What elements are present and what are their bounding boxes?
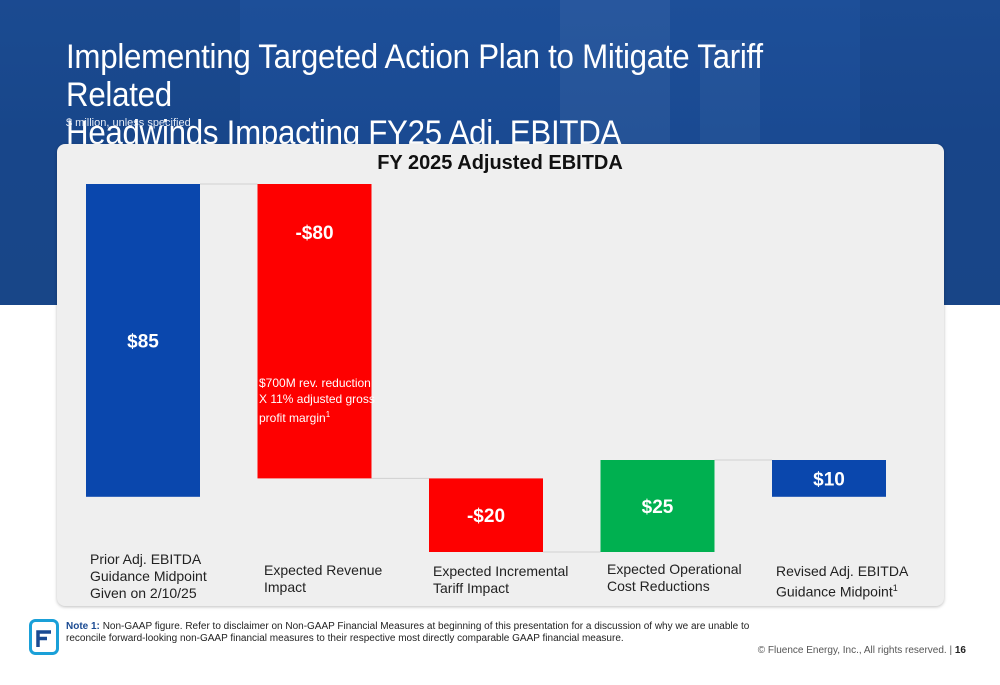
- page-title: Implementing Targeted Action Plan to Mit…: [66, 38, 876, 152]
- category-label-revenue-impact: Expected Revenue Impact: [264, 562, 382, 596]
- category-label-tariff-impact: Expected Incremental Tariff Impact: [433, 563, 568, 597]
- category-label-line: Guidance Midpoint1: [776, 580, 908, 601]
- category-label-line: Guidance Midpoint: [90, 568, 207, 584]
- chart-panel: [57, 144, 944, 606]
- annotation-superscript: 1: [325, 410, 331, 419]
- revenue-impact-annotation: $700M rev. reduction X 11% adjusted gros…: [259, 375, 375, 426]
- category-label-line: Tariff Impact: [433, 580, 509, 596]
- category-label-prior-guidance: Prior Adj. EBITDA Guidance Midpoint Give…: [90, 551, 207, 602]
- category-label-line: Expected Operational: [607, 561, 742, 577]
- category-label-text: Guidance Midpoint: [776, 583, 893, 600]
- category-label-cost-reductions: Expected Operational Cost Reductions: [607, 561, 742, 595]
- page-number: 16: [954, 645, 966, 656]
- annotation-line-3: profit margin1: [259, 407, 375, 426]
- fluence-logo-icon: [29, 619, 59, 655]
- annotation-line-2: X 11% adjusted gross: [259, 392, 375, 406]
- category-label-line: Revised Adj. EBITDA: [776, 563, 909, 579]
- footer: © Fluence Energy, Inc., All rights reser…: [758, 645, 966, 656]
- category-label-line: Given on 2/10/25: [90, 585, 197, 601]
- category-label-superscript: 1: [892, 583, 898, 593]
- category-label-line: Impact: [264, 579, 307, 595]
- footnote-text: Non-GAAP figure. Refer to disclaimer on …: [66, 621, 750, 644]
- footnote: Note 1: Non-GAAP figure. Refer to discla…: [66, 621, 786, 645]
- category-label-line: Expected Revenue: [264, 562, 383, 578]
- copyright-text: © Fluence Energy, Inc., All rights reser…: [757, 645, 947, 656]
- category-label-line: Cost Reductions: [607, 578, 710, 594]
- chart-title: FY 2025 Adjusted EBITDA: [377, 152, 623, 174]
- page-title-line-1: Implementing Targeted Action Plan to Mit…: [66, 38, 763, 114]
- category-label-line: Prior Adj. EBITDA: [90, 551, 202, 567]
- annotation-line-1: $700M rev. reduction: [259, 376, 371, 390]
- category-label-revised-guidance: Revised Adj. EBITDA Guidance Midpoint1: [776, 563, 908, 601]
- footer-separator: |: [949, 645, 953, 656]
- footnote-label: Note 1:: [66, 621, 100, 632]
- page-subtitle: $ million, unless specified: [66, 117, 191, 129]
- category-label-line: Expected Incremental: [433, 563, 569, 579]
- annotation-line-3-text: profit margin: [259, 411, 326, 425]
